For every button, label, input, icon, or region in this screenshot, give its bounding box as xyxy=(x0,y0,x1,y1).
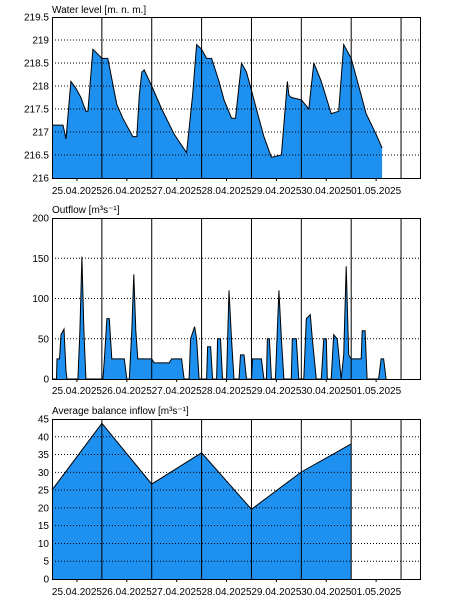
y-tick-label: 45 xyxy=(38,415,50,426)
x-tick-label: 26.04.2025 xyxy=(102,386,152,397)
y-tick-label: 10 xyxy=(38,539,50,550)
x-tick-label: 30.04.2025 xyxy=(301,386,351,397)
y-tick-label: 200 xyxy=(32,214,49,225)
x-tick-label: 25.04.2025 xyxy=(52,386,102,397)
inflow-chart: Average balance inflow [m³s⁻¹] 45 40 35 30 2… xyxy=(38,406,421,598)
plot-frame xyxy=(52,17,421,179)
series-area xyxy=(52,44,383,178)
inflow-title: Average balance inflow [m³s⁻¹] xyxy=(52,406,189,417)
x-tick-label: 30.04.2025 xyxy=(301,186,351,197)
y-tick-label: 219.5 xyxy=(24,13,49,24)
x-tick-label: 26.04.2025 xyxy=(102,587,152,598)
plot-frame xyxy=(52,218,421,380)
y-tick-label: 0 xyxy=(43,575,49,586)
y-tick-label: 219 xyxy=(32,36,49,47)
x-tick-label: 28.04.2025 xyxy=(201,186,251,197)
x-tick-label: 30.04.2025 xyxy=(301,587,351,598)
water-level-title: Water level [m. n. m.] xyxy=(52,5,146,16)
x-tick-label: 25.04.2025 xyxy=(52,587,102,598)
x-tick-label: 27.04.2025 xyxy=(152,186,202,197)
y-tick-label: 0 xyxy=(43,375,49,386)
y-tick-label: 50 xyxy=(38,334,50,345)
outflow-plot: 200 150 100 50 025.04.2025 26.04.2025 27.04.20… xyxy=(32,214,421,397)
y-tick-label: 15 xyxy=(38,521,50,532)
y-tick-label: 30 xyxy=(38,468,50,479)
outflow-title: Outflow [m³s⁻¹] xyxy=(52,205,120,216)
water-level-chart: Water level [m. n. m.] 219.5219218.52182… xyxy=(24,5,421,197)
x-tick-label: 27.04.2025 xyxy=(152,386,202,397)
series-area xyxy=(52,256,387,379)
y-tick-label: 216 xyxy=(32,174,49,185)
x-tick-label: 28.04.2025 xyxy=(201,386,251,397)
y-tick-label: 150 xyxy=(32,254,49,265)
y-tick-label: 218 xyxy=(32,82,49,93)
x-tick-label: 25.04.2025 xyxy=(52,186,102,197)
y-tick-label: 40 xyxy=(38,432,50,443)
inflow-plot: 45 40 35 30 25 20 15 10 5 025.04.2025 26.04.2025 27… xyxy=(38,415,421,598)
x-tick-label: 29.04.2025 xyxy=(251,186,301,197)
y-tick-label: 20 xyxy=(38,503,50,514)
x-tick-label: 26.04.2025 xyxy=(102,186,152,197)
x-tick-label: 29.04.2025 xyxy=(251,587,301,598)
y-tick-label: 5 xyxy=(43,557,49,568)
plot-frame xyxy=(52,419,421,580)
x-tick-label: 01.05.2025 xyxy=(351,186,401,197)
y-tick-label: 217.5 xyxy=(24,105,49,116)
y-tick-label: 35 xyxy=(38,450,50,461)
y-tick-label: 217 xyxy=(32,128,49,139)
water-level-plot: 219.5 219 218.5 218 217.5 217 216.5 21625.04.20… xyxy=(24,13,421,197)
y-tick-label: 218.5 xyxy=(24,59,49,70)
x-tick-label: 01.05.2025 xyxy=(351,587,401,598)
x-tick-label: 01.05.2025 xyxy=(351,386,401,397)
x-tick-label: 28.04.2025 xyxy=(201,587,251,598)
y-tick-label: 216.5 xyxy=(24,151,49,162)
series-line xyxy=(52,42,383,158)
outflow-chart: Outflow [m³s⁻¹] 200 150 100 50 025.04.2025 26… xyxy=(32,205,421,397)
y-tick-label: 100 xyxy=(32,294,49,305)
x-tick-label: 29.04.2025 xyxy=(251,386,301,397)
y-tick-label: 25 xyxy=(38,486,50,497)
x-tick-label: 27.04.2025 xyxy=(152,587,202,598)
